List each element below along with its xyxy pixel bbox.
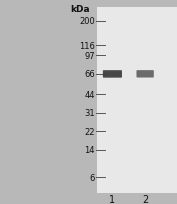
- Text: 44: 44: [84, 90, 95, 99]
- FancyBboxPatch shape: [136, 71, 154, 78]
- Text: kDa: kDa: [71, 5, 90, 14]
- Text: 116: 116: [79, 41, 95, 50]
- FancyBboxPatch shape: [103, 71, 122, 78]
- Text: 200: 200: [79, 17, 95, 26]
- FancyBboxPatch shape: [103, 72, 122, 78]
- FancyBboxPatch shape: [103, 71, 122, 77]
- Bar: [97, 8, 177, 193]
- FancyBboxPatch shape: [103, 73, 122, 79]
- FancyBboxPatch shape: [103, 72, 122, 78]
- Text: 2: 2: [142, 195, 148, 204]
- FancyBboxPatch shape: [103, 71, 122, 77]
- Text: 22: 22: [84, 127, 95, 136]
- Text: 6: 6: [89, 173, 95, 182]
- FancyBboxPatch shape: [103, 72, 122, 79]
- FancyBboxPatch shape: [103, 72, 122, 78]
- Text: 14: 14: [84, 145, 95, 154]
- Text: 97: 97: [84, 52, 95, 61]
- Text: 31: 31: [84, 109, 95, 118]
- Text: 1: 1: [109, 195, 115, 204]
- FancyBboxPatch shape: [103, 72, 122, 78]
- Text: 66: 66: [84, 70, 95, 79]
